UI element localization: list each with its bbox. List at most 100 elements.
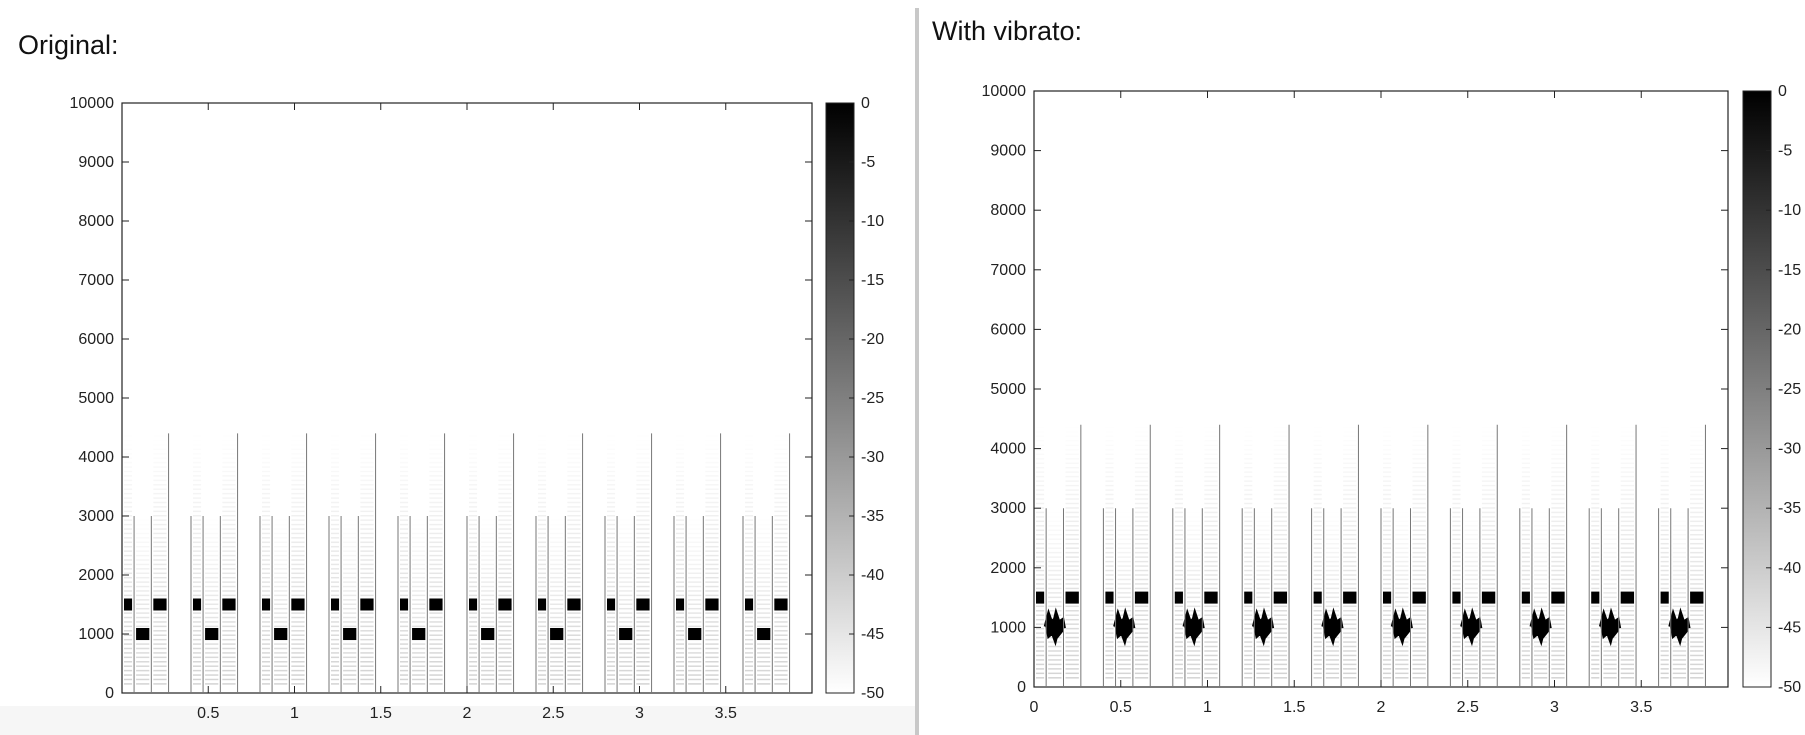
harmonic-band: [222, 572, 236, 575]
harmonic-band: [412, 607, 426, 610]
harmonic-band: [481, 621, 495, 623]
harmonic-band: [412, 652, 426, 654]
harmonic-band: [400, 515, 409, 517]
harmonic-band: [1273, 538, 1288, 540]
harmonic-band: [291, 497, 305, 499]
harmonic-band: [360, 656, 374, 659]
harmonic-band: [1591, 471, 1599, 473]
harmonic-band: [1383, 641, 1392, 643]
x-tick-label: 0: [1030, 699, 1039, 716]
harmonic-band: [757, 554, 771, 557]
harmonic-band: [124, 665, 133, 667]
harmonic-band: [222, 581, 236, 583]
harmonic-band: [153, 581, 167, 583]
harmonic-band: [193, 532, 202, 535]
harmonic-band: [1452, 534, 1461, 536]
harmonic-band: [538, 621, 547, 623]
harmonic-band: [1105, 498, 1114, 500]
harmonic-band: [1175, 454, 1183, 456]
harmonic-band: [222, 625, 236, 628]
harmonic-band: [676, 652, 685, 654]
harmonic-band: [343, 524, 356, 526]
harmonic-band: [1343, 489, 1357, 491]
colorbar-tick-label: 0: [861, 95, 870, 112]
harmonic-band: [1690, 574, 1704, 576]
harmonic-band: [205, 669, 219, 672]
harmonic-band: [1313, 645, 1322, 648]
harmonic-band: [331, 678, 340, 681]
harmonic-band: [1325, 560, 1340, 563]
harmonic-band: [222, 497, 236, 499]
harmonic-band: [222, 616, 236, 619]
harmonic-band: [481, 563, 495, 566]
note-mark: [205, 628, 219, 640]
harmonic-band: [1551, 463, 1564, 465]
harmonic-band: [193, 674, 202, 676]
harmonic-band: [550, 581, 564, 583]
harmonic-band: [1105, 458, 1113, 460]
harmonic-band: [1314, 436, 1322, 438]
harmonic-band: [124, 616, 133, 619]
harmonic-band: [1343, 632, 1357, 634]
note-mark: [343, 628, 357, 640]
harmonic-band: [1551, 654, 1565, 657]
harmonic-band: [1174, 583, 1183, 585]
harmonic-band: [1534, 538, 1547, 540]
harmonic-band: [1313, 498, 1322, 500]
harmonic-band: [1521, 654, 1530, 657]
harmonic-band: [1690, 636, 1704, 639]
harmonic-band: [469, 612, 478, 614]
harmonic-band: [1482, 463, 1495, 465]
harmonic-band: [1326, 530, 1339, 532]
harmonic-band: [1186, 556, 1201, 558]
harmonic-band: [222, 559, 236, 561]
harmonic-band: [1412, 516, 1426, 518]
harmonic-band: [1274, 467, 1287, 469]
harmonic-band: [1690, 668, 1704, 670]
harmonic-band: [222, 506, 236, 508]
harmonic-band: [1273, 556, 1288, 558]
harmonic-band: [498, 572, 512, 575]
harmonic-band: [774, 545, 788, 548]
harmonic-band: [1313, 659, 1322, 661]
harmonic-band: [1174, 551, 1183, 554]
harmonic-band: [1452, 610, 1461, 612]
harmonic-band: [1452, 480, 1460, 482]
harmonic-band: [400, 471, 408, 473]
harmonic-band: [1274, 445, 1287, 447]
harmonic-band: [1521, 520, 1530, 523]
harmonic-band: [1482, 480, 1495, 482]
harmonic-band: [481, 576, 495, 579]
harmonic-band: [607, 594, 616, 597]
harmonic-band: [1395, 605, 1409, 608]
harmonic-band: [429, 480, 442, 482]
harmonic-band: [1481, 583, 1496, 585]
harmonic-band: [1591, 467, 1599, 469]
harmonic-band: [153, 647, 167, 650]
harmonic-band: [550, 669, 564, 672]
harmonic-band: [636, 537, 650, 539]
harmonic-band: [1412, 449, 1425, 451]
harmonic-band: [1482, 431, 1495, 433]
x-tick-label: 3.5: [1630, 699, 1652, 716]
harmonic-band: [1551, 458, 1564, 460]
harmonic-band: [1204, 641, 1218, 643]
harmonic-band: [705, 683, 719, 685]
harmonic-band: [1134, 578, 1149, 581]
harmonic-band: [124, 506, 133, 508]
colorbar-tick-label: -25: [861, 390, 884, 407]
harmonic-band: [1313, 574, 1322, 576]
harmonic-band: [1256, 605, 1270, 608]
harmonic-band: [1105, 574, 1114, 576]
harmonic-band: [1256, 596, 1270, 599]
harmonic-band: [1244, 484, 1253, 487]
harmonic-band: [538, 616, 547, 619]
harmonic-band: [498, 480, 511, 482]
harmonic-band: [1690, 547, 1704, 549]
harmonic-band: [567, 453, 580, 455]
harmonic-band: [153, 625, 167, 628]
harmonic-band: [1313, 650, 1322, 652]
colorbar-tick-label: -45: [1778, 619, 1801, 636]
harmonic-band: [1343, 542, 1357, 545]
note-mark: [1244, 591, 1253, 604]
